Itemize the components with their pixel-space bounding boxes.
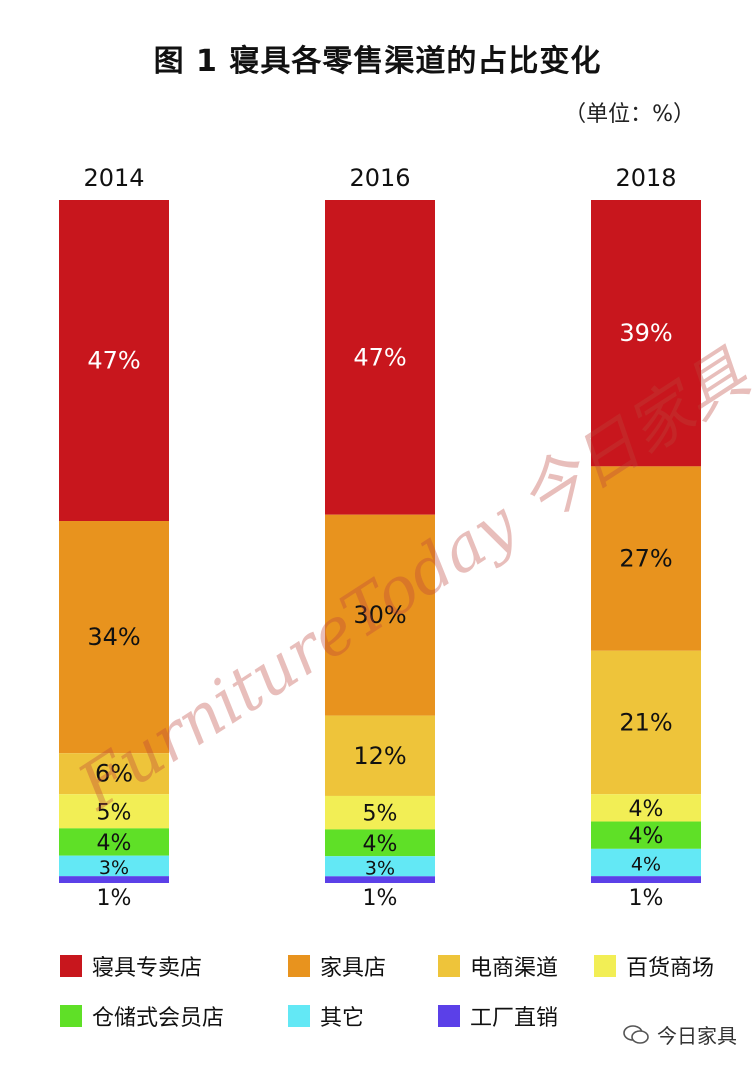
bar-segment-2016-6 bbox=[325, 876, 435, 883]
data-label-2016-1: 30% bbox=[353, 601, 406, 629]
bar-segment-2014-5 bbox=[59, 855, 169, 877]
bar-segment-2014-3 bbox=[59, 794, 169, 829]
data-label-2018-4: 4% bbox=[629, 824, 664, 849]
bar-segment-2014-2 bbox=[59, 753, 169, 795]
data-label-2018-3: 4% bbox=[629, 797, 664, 822]
data-label-2016-2: 12% bbox=[353, 742, 406, 770]
data-label-2018-2: 21% bbox=[619, 708, 672, 736]
legend-label: 家具店 bbox=[320, 956, 387, 981]
legend-label: 其它 bbox=[320, 1006, 365, 1031]
data-label-2018-1: 27% bbox=[619, 545, 672, 573]
wechat-account-name: 今日家具 bbox=[657, 1024, 737, 1048]
bar-segment-2018-3 bbox=[591, 794, 701, 822]
stacked-bar-chart: 201447%34%6%5%4%3%1%201647%30%12%5%4%3%1… bbox=[59, 164, 701, 911]
data-label-2016-6: 1% bbox=[363, 886, 398, 911]
bar-segment-2016-0 bbox=[325, 200, 435, 515]
legend-item: 百货商场 bbox=[594, 950, 714, 982]
data-label-2018-0: 39% bbox=[619, 319, 672, 347]
unit-label: （单位：%） bbox=[564, 102, 695, 127]
legend-item: 寝具专卖店 bbox=[60, 950, 202, 982]
legend-swatch bbox=[288, 955, 310, 977]
bar-segment-2014-0 bbox=[59, 200, 169, 522]
data-label-2018-5: 4% bbox=[631, 854, 661, 876]
category-label-2014: 2014 bbox=[83, 164, 144, 192]
data-label-2014-2: 6% bbox=[95, 760, 133, 788]
data-label-2014-5: 3% bbox=[99, 857, 129, 879]
legend-label: 电商渠道 bbox=[470, 956, 559, 981]
category-label-2018: 2018 bbox=[615, 164, 676, 192]
data-label-2014-3: 5% bbox=[97, 800, 132, 825]
category-label-2016: 2016 bbox=[349, 164, 410, 192]
data-label-2018-6: 1% bbox=[629, 886, 664, 911]
legend-item: 电商渠道 bbox=[438, 950, 558, 982]
legend-label: 工厂直销 bbox=[470, 1006, 559, 1031]
legend-swatch bbox=[438, 955, 460, 977]
legend-label: 仓储式会员店 bbox=[92, 1006, 225, 1031]
data-label-2014-0: 47% bbox=[87, 347, 140, 375]
data-label-2014-4: 4% bbox=[97, 831, 132, 856]
bar-segment-2018-6 bbox=[591, 876, 701, 883]
bar-segment-2016-1 bbox=[325, 514, 435, 716]
bar-segment-2018-1 bbox=[591, 466, 701, 651]
wechat-icon bbox=[623, 1024, 649, 1045]
bar-segment-2016-3 bbox=[325, 795, 435, 830]
legend-item: 工厂直销 bbox=[438, 1000, 558, 1032]
bar-segment-2014-4 bbox=[59, 828, 169, 856]
legend-swatch bbox=[288, 1005, 310, 1027]
data-label-2014-6: 1% bbox=[97, 886, 132, 911]
bar-segment-2014-1 bbox=[59, 521, 169, 754]
bar-segment-2014-6 bbox=[59, 876, 169, 883]
bar-segment-2018-5 bbox=[591, 848, 701, 877]
data-label-2016-5: 3% bbox=[365, 857, 395, 879]
legend-item: 仓储式会员店 bbox=[60, 1000, 224, 1032]
legend-item: 其它 bbox=[288, 1000, 364, 1032]
bar-segment-2016-4 bbox=[325, 829, 435, 857]
bar-segment-2016-5 bbox=[325, 856, 435, 877]
legend-swatch bbox=[60, 1005, 82, 1027]
legend-label: 百货商场 bbox=[626, 956, 715, 981]
legend-item: 家具店 bbox=[288, 950, 386, 982]
bar-segment-2018-2 bbox=[591, 650, 701, 795]
chart-title: 图 1 寝具各零售渠道的占比变化 bbox=[153, 44, 602, 79]
legend-swatch bbox=[438, 1005, 460, 1027]
data-label-2016-4: 4% bbox=[363, 832, 398, 857]
data-label-2014-1: 34% bbox=[87, 623, 140, 651]
bar-segment-2018-4 bbox=[591, 821, 701, 849]
legend-swatch bbox=[594, 955, 616, 977]
bar-segment-2016-2 bbox=[325, 715, 435, 796]
legend-label: 寝具专卖店 bbox=[92, 956, 203, 981]
bar-segment-2018-0 bbox=[591, 200, 701, 467]
legend-swatch bbox=[60, 955, 82, 977]
data-label-2016-3: 5% bbox=[363, 802, 398, 827]
wechat-account-mark: 今日家具 bbox=[623, 1020, 737, 1049]
data-label-2016-0: 47% bbox=[353, 343, 406, 371]
